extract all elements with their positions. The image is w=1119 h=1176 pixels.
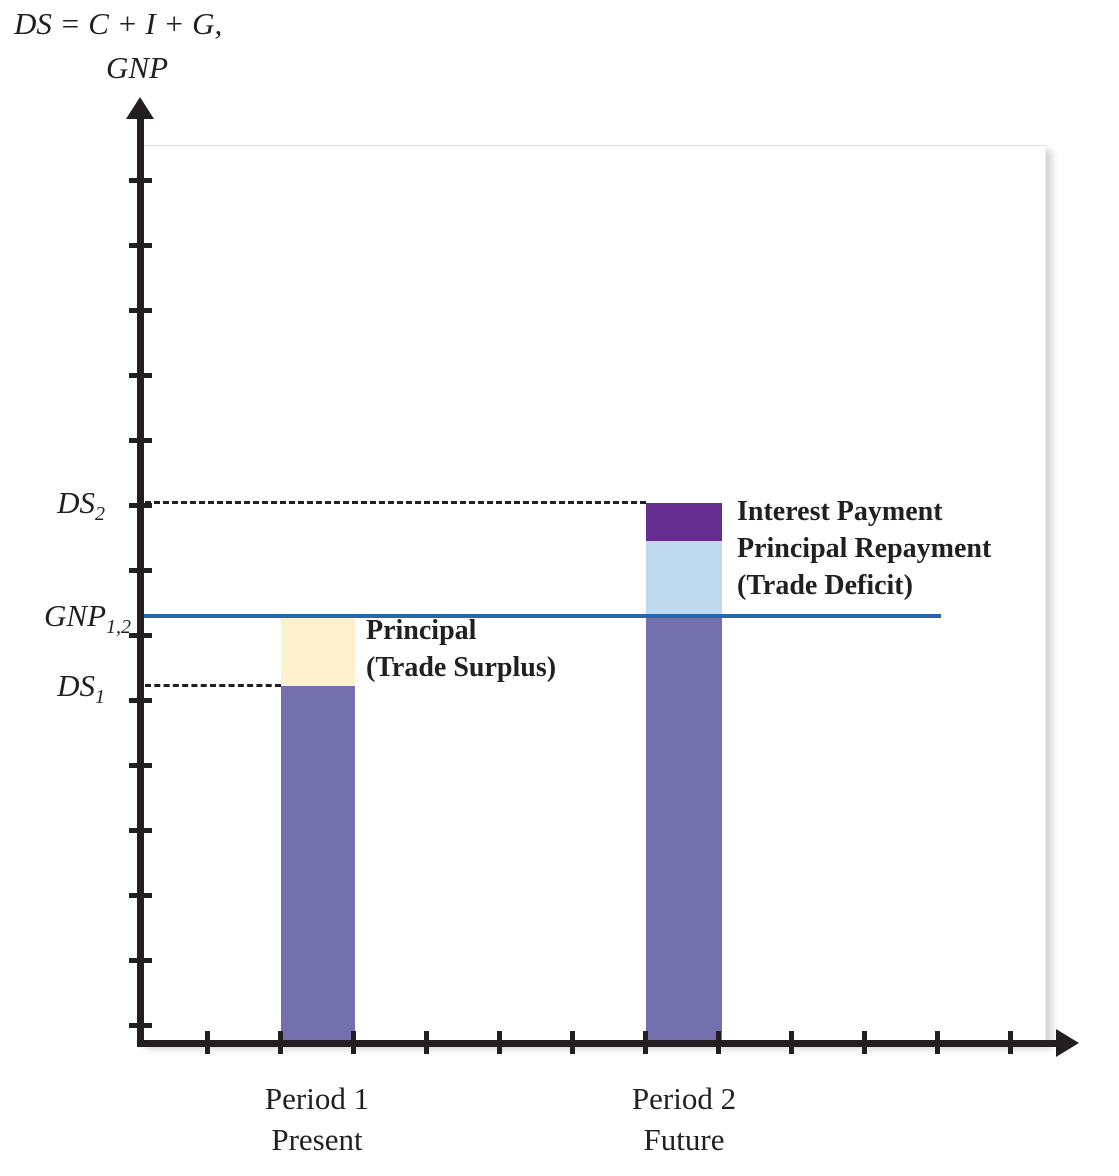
ds1-dashed-guide bbox=[145, 683, 281, 687]
gnp-level-line bbox=[141, 613, 941, 618]
trade-surplus-label: (Trade Surplus) bbox=[366, 652, 557, 683]
x-axis-tick bbox=[278, 1031, 283, 1054]
bar-period1-principal-trade-surplus bbox=[281, 615, 355, 686]
x-axis-tick bbox=[351, 1031, 356, 1054]
principal-repayment-label: Principal Repayment bbox=[737, 533, 992, 564]
y-axis-line bbox=[137, 112, 144, 1047]
x-axis-tick bbox=[1008, 1031, 1013, 1054]
x-label-period2-line2: Future bbox=[643, 1122, 725, 1157]
y-axis-title: DS = C + I + G, GNP bbox=[14, 2, 222, 90]
x-axis-tick bbox=[643, 1031, 648, 1054]
y-label-ds1: DS1 bbox=[57, 665, 105, 718]
y-axis-tick bbox=[129, 373, 152, 378]
bar-period2-domestic-spending bbox=[646, 615, 722, 1043]
trade-deficit-label: (Trade Deficit) bbox=[737, 570, 913, 601]
x-label-period1-line1: Period 1 bbox=[264, 1081, 370, 1116]
x-axis-line bbox=[137, 1040, 1058, 1047]
x-label-period2: Period 2 Future bbox=[574, 1078, 794, 1160]
y-label-gnp12-sub: 1,2 bbox=[106, 615, 131, 638]
y-axis-tick bbox=[129, 568, 152, 573]
principal-label: Principal bbox=[366, 615, 477, 646]
x-axis-tick bbox=[862, 1031, 867, 1054]
y-axis-tick bbox=[129, 828, 152, 833]
x-axis-tick bbox=[570, 1031, 575, 1054]
y-label-gnp12: GNP1,2 bbox=[44, 595, 131, 648]
x-label-period1-line2: Present bbox=[271, 1122, 363, 1157]
x-label-period1: Period 1 Present bbox=[207, 1078, 427, 1160]
y-axis-tick bbox=[129, 503, 152, 508]
y-label-ds2-sub: 2 bbox=[95, 503, 105, 526]
x-axis-tick bbox=[935, 1031, 940, 1054]
y-axis-tick bbox=[129, 438, 152, 443]
x-axis-tick bbox=[789, 1031, 794, 1054]
x-axis-tick bbox=[497, 1031, 502, 1054]
y-label-ds1-base: DS bbox=[57, 667, 95, 703]
y-axis-tick bbox=[129, 1023, 152, 1028]
y-axis-tick bbox=[129, 893, 152, 898]
bar-period2-interest-payment bbox=[646, 503, 722, 541]
y-axis-tick bbox=[129, 308, 152, 313]
y-axis-title-line2: GNP bbox=[106, 50, 168, 85]
trade-surplus-annotation: Principal (Trade Surplus) bbox=[366, 612, 556, 686]
x-axis-arrowhead-icon bbox=[1056, 1029, 1079, 1057]
trade-deficit-annotation: Interest Payment Principal Repayment (Tr… bbox=[737, 493, 991, 604]
y-axis-tick bbox=[129, 633, 152, 638]
bar-period2-principal-repayment bbox=[646, 541, 722, 616]
y-label-ds1-sub: 1 bbox=[95, 685, 105, 708]
y-axis-arrowhead-icon bbox=[126, 97, 154, 119]
x-label-period2-line1: Period 2 bbox=[631, 1081, 737, 1116]
y-axis-tick bbox=[129, 763, 152, 768]
x-axis-tick bbox=[716, 1031, 721, 1054]
x-axis-tick bbox=[205, 1031, 210, 1054]
y-axis-tick bbox=[129, 698, 152, 703]
y-label-ds2-base: DS bbox=[57, 485, 95, 521]
bar-period1-domestic-spending bbox=[281, 685, 355, 1043]
y-axis-tick bbox=[129, 178, 152, 183]
y-label-gnp12-base: GNP bbox=[44, 597, 106, 633]
y-axis-tick bbox=[129, 243, 152, 248]
x-axis-tick bbox=[424, 1031, 429, 1054]
interest-payment-label: Interest Payment bbox=[737, 496, 943, 527]
y-axis-title-line1: DS = C + I + G, bbox=[14, 6, 223, 41]
y-label-ds2: DS2 bbox=[57, 482, 105, 535]
ds2-dashed-guide bbox=[145, 501, 646, 505]
y-axis-tick bbox=[129, 958, 152, 963]
